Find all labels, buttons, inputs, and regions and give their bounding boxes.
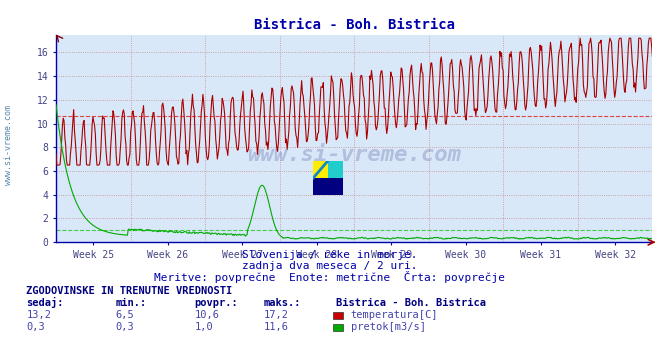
Text: 1,0: 1,0 <box>194 322 213 333</box>
Bar <box>313 178 343 195</box>
Text: 17,2: 17,2 <box>264 310 289 320</box>
Text: povpr.:: povpr.: <box>194 298 238 308</box>
Text: Slovenija / reke in morje.: Slovenija / reke in morje. <box>242 250 417 260</box>
Text: www.si-vreme.com: www.si-vreme.com <box>247 145 461 165</box>
Bar <box>328 161 343 178</box>
Text: Bistrica - Boh. Bistrica: Bistrica - Boh. Bistrica <box>336 298 486 308</box>
Text: 11,6: 11,6 <box>264 322 289 333</box>
Text: 10,6: 10,6 <box>194 310 219 320</box>
Bar <box>313 161 328 178</box>
Text: 6,5: 6,5 <box>115 310 134 320</box>
Text: min.:: min.: <box>115 298 146 308</box>
Text: 0,3: 0,3 <box>26 322 45 333</box>
Text: 0,3: 0,3 <box>115 322 134 333</box>
Text: Meritve: povprečne  Enote: metrične  Črta: povprečje: Meritve: povprečne Enote: metrične Črta:… <box>154 271 505 283</box>
Text: temperatura[C]: temperatura[C] <box>351 310 438 320</box>
Text: 13,2: 13,2 <box>26 310 51 320</box>
Text: pretok[m3/s]: pretok[m3/s] <box>351 322 426 333</box>
Text: maks.:: maks.: <box>264 298 301 308</box>
Text: zadnja dva meseca / 2 uri.: zadnja dva meseca / 2 uri. <box>242 261 417 271</box>
Title: Bistrica - Boh. Bistrica: Bistrica - Boh. Bistrica <box>254 18 455 32</box>
Text: ZGODOVINSKE IN TRENUTNE VREDNOSTI: ZGODOVINSKE IN TRENUTNE VREDNOSTI <box>26 286 233 296</box>
Text: www.si-vreme.com: www.si-vreme.com <box>4 105 13 185</box>
Text: sedaj:: sedaj: <box>26 297 64 308</box>
